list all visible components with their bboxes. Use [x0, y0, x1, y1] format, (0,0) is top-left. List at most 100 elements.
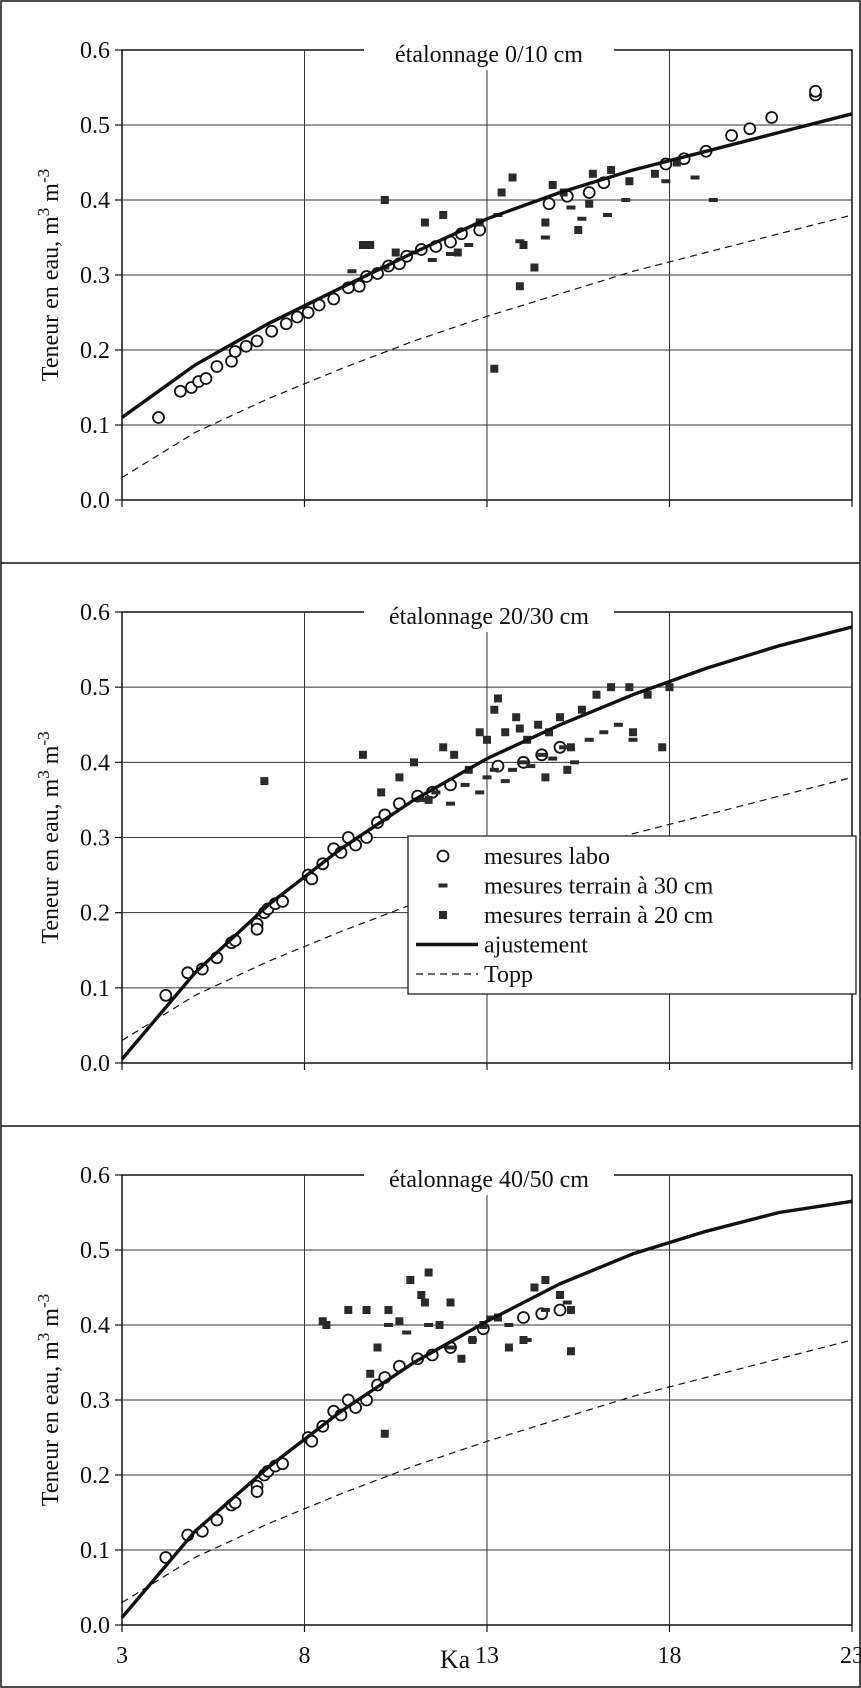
data-point-terrain-20cm: [665, 683, 674, 692]
data-point-labo: [743, 122, 757, 136]
y-axis-label: Teneur en eau, m3 m-3: [34, 169, 64, 381]
data-point-terrain-20cm: [530, 263, 539, 272]
data-point-terrain-30cm: [519, 760, 528, 765]
y-axis-label-part: -3: [34, 1294, 53, 1308]
data-point-terrain-20cm: [395, 773, 404, 782]
data-point-labo: [239, 339, 253, 353]
panel-title: étalonnage 40/50 cm: [389, 1167, 589, 1193]
data-point-terrain-20cm: [504, 1343, 513, 1352]
topp-curve: [121, 214, 853, 479]
x-tick-label: 3: [116, 1643, 128, 1669]
data-point-terrain-20cm: [490, 705, 499, 714]
data-point-labo: [301, 306, 315, 319]
series-filled-square: [358, 158, 681, 373]
chart-panel-3: 0.0 0.1 0.2 0.3 0.4 0.5 0.6 3 8 13 18 23 Teneur en e…: [34, 1161, 861, 1669]
data-point-terrain-20cm: [490, 364, 499, 373]
data-point-labo: [582, 186, 596, 199]
data-point-terrain-30cm: [540, 1308, 550, 1312]
data-point-terrain-30cm: [548, 756, 558, 761]
data-point-terrain-20cm: [344, 1306, 353, 1314]
data-point-terrain-30cm: [690, 175, 700, 180]
data-point-labo: [250, 334, 264, 348]
data-point-terrain-20cm: [541, 1276, 550, 1284]
data-point-terrain-20cm: [563, 765, 572, 774]
data-point-terrain-30cm: [427, 258, 437, 262]
y-axis-label-part: m: [38, 745, 64, 770]
data-point-terrain-20cm: [501, 728, 510, 737]
data-point-terrain-30cm: [500, 779, 510, 784]
x-axis-label: Ka: [440, 1645, 471, 1674]
data-point-terrain-20cm: [607, 166, 616, 174]
data-point-terrain-30cm: [424, 1323, 434, 1327]
y-tick-label: 0.6: [80, 38, 110, 64]
x-tick-label: 23: [840, 1643, 861, 1669]
data-point-labo: [279, 317, 293, 331]
data-point-terrain-20cm: [530, 1283, 539, 1292]
data-point-terrain-30cm: [464, 243, 474, 247]
y-tick-label: 0.6: [80, 1163, 110, 1189]
y-tick-label: 0.2: [80, 1463, 110, 1489]
legend-label: mesures labo: [484, 844, 610, 870]
data-point-terrain-20cm: [672, 158, 681, 167]
legend-label: ajustement: [484, 933, 588, 959]
data-point-labo: [152, 411, 165, 424]
y-tick-label: 0.3: [80, 1388, 110, 1414]
data-point-labo: [210, 1513, 224, 1527]
data-point-terrain-20cm: [548, 181, 557, 189]
data-point-terrain-30cm: [504, 1323, 514, 1327]
x-tick-label: 13: [475, 1643, 499, 1669]
data-point-terrain-20cm: [358, 750, 367, 759]
panel-title-background: [364, 598, 614, 632]
data-point-terrain-20cm: [435, 1321, 444, 1329]
y-axis-label-part: -3: [34, 169, 53, 183]
data-point-terrain-30cm: [661, 179, 671, 184]
data-point-terrain-30cm: [570, 760, 580, 765]
data-point-terrain-30cm: [508, 767, 518, 772]
data-point-terrain-30cm: [347, 269, 357, 274]
data-point-terrain-20cm: [475, 728, 484, 737]
data-point-terrain-20cm: [384, 1306, 393, 1314]
data-point-terrain-20cm: [625, 683, 634, 692]
data-point-terrain-20cm: [607, 683, 616, 692]
data-point-terrain-20cm: [577, 705, 586, 714]
y-tick-label: 0.6: [80, 600, 110, 626]
y-tick-label: 0.1: [80, 1538, 110, 1564]
data-point-terrain-20cm: [439, 211, 448, 219]
data-point-terrain-30cm: [621, 198, 631, 202]
y-axis-label-part: Teneur en eau, m: [38, 1341, 64, 1506]
panel-title: étalonnage 0/10 cm: [395, 42, 583, 68]
data-point-terrain-20cm: [650, 169, 659, 178]
data-point-labo: [542, 197, 556, 211]
data-point-terrain-20cm: [566, 743, 575, 752]
data-point-terrain-20cm: [457, 1354, 466, 1363]
data-point-terrain-20cm: [625, 177, 634, 186]
data-point-terrain-20cm: [424, 795, 433, 804]
data-point-terrain-20cm: [260, 777, 269, 786]
y-axis-label-part: 3: [34, 770, 53, 779]
data-point-labo: [199, 372, 213, 385]
data-point-terrain-20cm: [410, 758, 418, 767]
data-point-terrain-20cm: [629, 728, 637, 737]
data-point-terrain-30cm: [566, 205, 576, 210]
data-point-terrain-20cm: [362, 1306, 371, 1314]
data-point-terrain-20cm: [566, 1306, 575, 1314]
panel-title-background: [364, 36, 614, 70]
data-point-labo: [765, 111, 779, 124]
y-tick-label: 0.0: [80, 1613, 110, 1639]
y-axis-label: Teneur en eau, m3 m-3: [34, 1294, 64, 1506]
data-point-terrain-20cm: [588, 169, 597, 178]
data-point-terrain-30cm: [486, 1315, 496, 1320]
data-point-terrain-30cm: [489, 767, 499, 772]
data-point-terrain-20cm: [643, 690, 652, 699]
data-point-terrain-20cm: [566, 1347, 575, 1356]
y-tick-label: 0.0: [80, 488, 110, 514]
data-point-terrain-20cm: [373, 1343, 382, 1352]
y-axis-label-part: m: [38, 1308, 64, 1333]
x-tick-label: 18: [658, 1643, 682, 1669]
legend-label: Topp: [484, 962, 533, 988]
chart-panel-1: 0.0 0.1 0.2 0.3 0.4 0.5 0.6 Teneur en eau, m3 m…: [34, 36, 853, 514]
data-point-terrain-20cm: [439, 743, 448, 752]
y-axis-label-part: 3: [34, 208, 53, 217]
